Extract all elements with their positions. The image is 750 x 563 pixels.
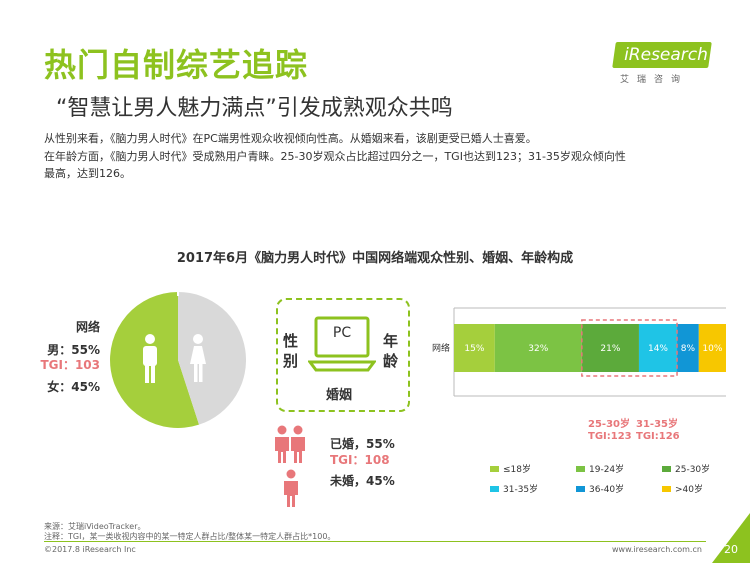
bar-segment-3 [638,324,678,372]
legend-label-3: 31-35岁 [503,485,539,495]
chart-title: 2017年6月《脑力男人时代》中国网络端观众性别、婚姻、年龄构成 [176,251,574,266]
bar-segment-2 [581,324,639,372]
laptop-icon [308,316,376,372]
category-label: 网络 [432,342,450,354]
marriage-label: 婚姻 [326,388,353,403]
footer-copyright: ©2017.8 iResearch Inc [44,545,136,554]
bar-label-1: 32% [528,344,548,354]
bar-segment-4 [677,324,699,372]
legend-item-3: 31-35岁 [490,482,538,495]
highlight-box [581,319,678,377]
footer-url: www.iresearch.com.cn [612,545,702,554]
annotation-31-35-tgi: TGI:126 [636,431,680,442]
married-label: 已婚，55% [330,437,395,451]
male-tgi: TGI：103 [40,358,100,372]
male-icon [143,334,157,383]
legend-label-2: 25-30岁 [675,465,711,475]
gender-char-1: 性 [283,332,299,350]
age-char-2: 龄 [383,352,399,370]
gender-char-2: 别 [283,352,299,370]
annotation-31-35: 31-35岁 TGI:126 [636,419,680,443]
annotation-25-30: 25-30岁 TGI:123 [588,419,632,443]
paragraph-line-2: 在年龄方面，《脑力男人时代》受成熟用户青睐。25-30岁观众占比超过四分之一，T… [44,150,626,163]
legend-swatch-4 [576,485,585,492]
legend-swatch-5 [662,485,671,492]
legend-item-2: 25-30岁 [662,462,710,475]
legend-item-4: 36-40岁 [576,482,624,495]
legend-label-5: >40岁 [675,485,703,495]
bar-label-3: 14% [648,344,668,354]
pie-slice-female [178,292,246,425]
page-corner-triangle [712,513,750,563]
bar-segment-1 [494,324,582,372]
footer-note: 注释：TGI，某一类收视内容中的某一特定人群占比/整体某一特定人群占比*100。 [44,532,336,541]
legend-item-5: >40岁 [662,482,703,495]
chart-legend: ≤18岁 19-24岁 25-30岁 31-35岁 36-40岁 >40岁 [490,462,730,502]
bar-label-0: 15% [464,344,484,354]
annotation-25-30-tgi: TGI:123 [588,431,632,442]
center-dashed-box [276,298,410,412]
logo-subtitle: 艾瑞咨询 [620,75,689,85]
logo: iResearch [624,45,708,65]
page-subtitle: “智慧让男人魅力满点”引发成熟观众共鸣 [56,96,453,121]
legend-label-4: 36-40岁 [589,485,625,495]
legend-label-0: ≤18岁 [503,465,531,475]
legend-label-1: 19-24岁 [589,465,625,475]
page-title: 热门自制综艺追踪 [44,46,309,84]
legend-swatch-1 [576,465,585,472]
page-number: 20 [724,543,738,556]
age-char-1: 年 [383,332,399,350]
legend-item-0: ≤18岁 [490,462,531,475]
bar-segment-0 [454,324,495,372]
annotation-31-35-age: 31-35岁 [636,419,678,430]
laptop-text: PC [332,325,352,341]
legend-swatch-0 [490,465,499,472]
female-label: 女：45% [47,380,100,394]
bar-label-4: 8% [681,344,696,354]
legend-swatch-2 [662,465,671,472]
bar-segment-5 [698,324,726,372]
annotation-25-30-age: 25-30岁 [588,419,630,430]
bar-label-5: 10% [702,344,722,354]
male-label: 男：55% [47,343,100,357]
female-icon [190,334,206,382]
age-chart: 网络 15% 32% 21% 14% 8% 10% [432,307,726,397]
paragraph-line-1: 从性别来看，《脑力男人时代》在PC端男性观众收视倾向性高。从婚姻来看，该剧更受已… [44,132,537,145]
footer-source: 来源：艾瑞iVideoTracker。 [44,522,146,531]
single-person-icon [284,469,298,507]
legend-swatch-3 [490,485,499,492]
couple-icon [275,425,305,463]
unmarried-label: 未婚，45% [330,474,395,488]
gender-pie [110,292,246,428]
bar-label-2: 21% [600,344,620,354]
gender-heading: 网络 [75,320,100,334]
paragraph-line-3: 最高，达到126。 [44,167,131,180]
legend-item-1: 19-24岁 [576,462,624,475]
footer-divider [44,541,706,542]
married-tgi: TGI：108 [330,453,390,467]
